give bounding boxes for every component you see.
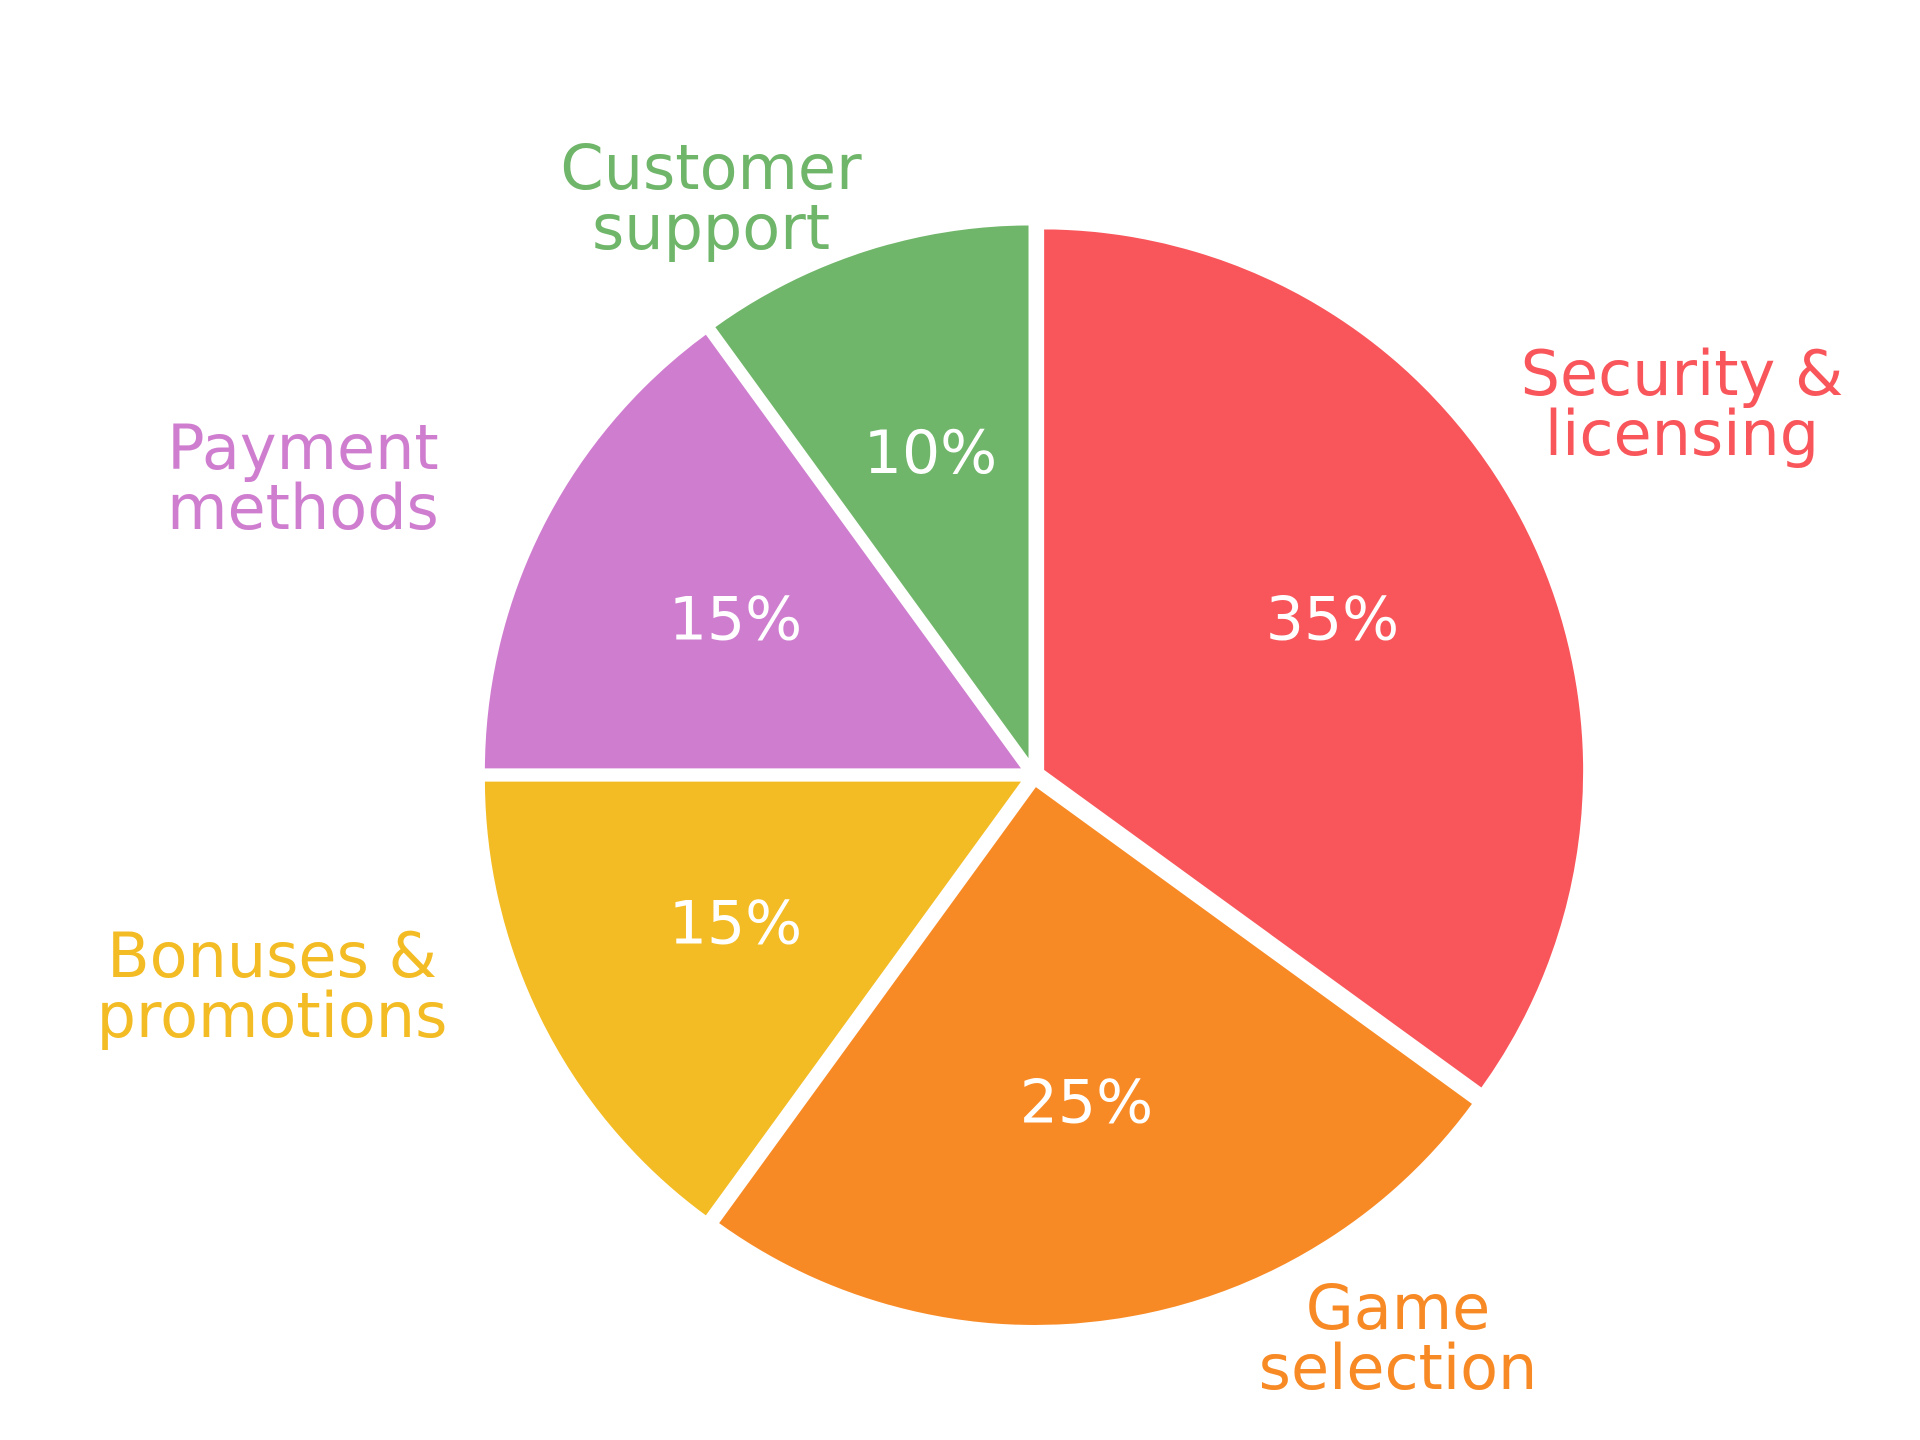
pie-slice	[706, 219, 1035, 777]
value-label: 25%	[1020, 1067, 1153, 1137]
label-line: promotions	[97, 979, 448, 1052]
label-line: Payment	[167, 411, 438, 484]
label-line: support	[592, 191, 830, 264]
label-line: selection	[1259, 1331, 1538, 1404]
value-label: 35%	[1266, 585, 1399, 655]
value-label: 15%	[669, 889, 802, 959]
category-label: Bonuses & promotions	[97, 919, 448, 1052]
pie-slice	[1038, 223, 1590, 1096]
label-line: Customer	[560, 131, 862, 204]
label-line: licensing	[1545, 397, 1819, 470]
category-label: Payment methods	[167, 411, 439, 544]
value-label: 10%	[864, 418, 997, 488]
category-label: Security & licensing	[1521, 337, 1844, 470]
label-line: Security &	[1521, 337, 1844, 410]
pie-slice	[478, 326, 1033, 775]
category-label: Game selection	[1259, 1271, 1538, 1404]
category-label: Customer support	[560, 131, 862, 264]
pie-slice	[478, 775, 1033, 1224]
pie-slice	[710, 778, 1481, 1331]
value-label: 15%	[669, 585, 802, 655]
label-line: Bonuses &	[107, 919, 437, 992]
label-line: methods	[167, 471, 439, 544]
label-line: Game	[1306, 1271, 1491, 1344]
